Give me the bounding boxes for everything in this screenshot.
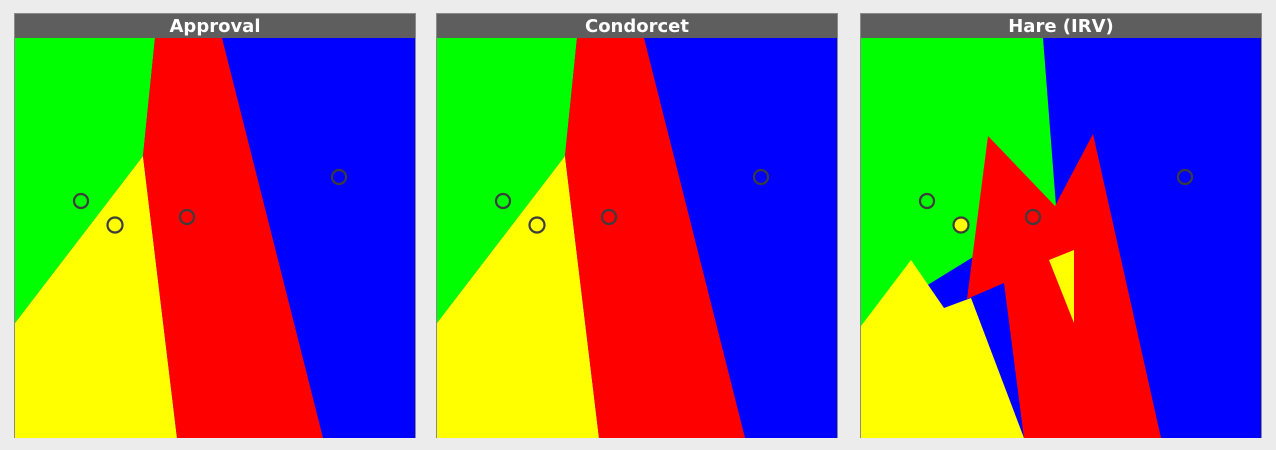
candidate-red-marker (1024, 208, 1042, 226)
region-yellow-island (1049, 250, 1074, 323)
panel-title-approval: Approval (15, 14, 415, 38)
region-green (861, 38, 1056, 326)
candidate-green-marker (918, 192, 936, 210)
candidate-yellow-marker (952, 216, 970, 234)
candidate-blue-marker (330, 168, 348, 186)
candidate-green-marker (72, 192, 90, 210)
region-yellow (15, 156, 177, 438)
panel-title-condorcet: Condorcet (437, 14, 837, 38)
region-map-approval (15, 38, 415, 438)
panel-approval: Approval (14, 13, 416, 438)
candidate-yellow-marker (106, 216, 124, 234)
region-map-condorcet (437, 38, 837, 438)
candidate-red-marker (178, 208, 196, 226)
candidate-red-marker (600, 208, 618, 226)
region-yellow (437, 156, 599, 438)
region-green (15, 38, 155, 323)
panel-title-hare-irv: Hare (IRV) (861, 14, 1261, 38)
candidate-green-marker (494, 192, 512, 210)
candidate-yellow-marker (528, 216, 546, 234)
candidate-blue-marker (752, 168, 770, 186)
region-yellow (861, 260, 1024, 438)
region-green (437, 38, 577, 323)
panel-condorcet: Condorcet (436, 13, 838, 438)
region-red (565, 38, 745, 438)
region-map-hare-irv (861, 38, 1261, 438)
candidate-blue-marker (1176, 168, 1194, 186)
region-red (143, 38, 323, 438)
panel-hare-irv: Hare (IRV) (860, 13, 1262, 438)
